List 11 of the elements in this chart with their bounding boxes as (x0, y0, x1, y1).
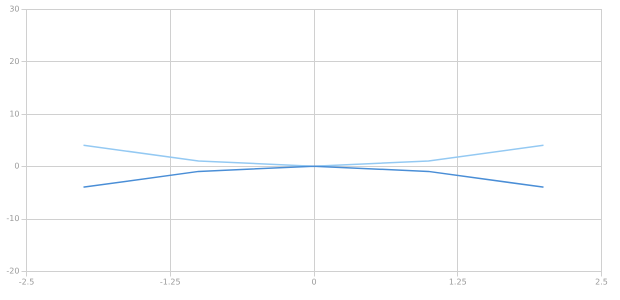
y-tick-label: 30 (9, 4, 20, 14)
x-tick-label: -2.5 (18, 278, 34, 286)
y-tick-label: -20 (6, 266, 20, 276)
y-tick-label: 20 (9, 56, 20, 66)
x-tick-label: 2.5 (595, 278, 608, 286)
y-tick-label: 10 (9, 109, 20, 118)
x-tick-label: 1.25 (448, 278, 467, 286)
x-tick-label: -1.25 (160, 278, 181, 286)
x-tick-label: 0 (311, 278, 317, 286)
y-tick-label: 0 (14, 162, 20, 171)
y-tick-label: -10 (6, 214, 20, 224)
